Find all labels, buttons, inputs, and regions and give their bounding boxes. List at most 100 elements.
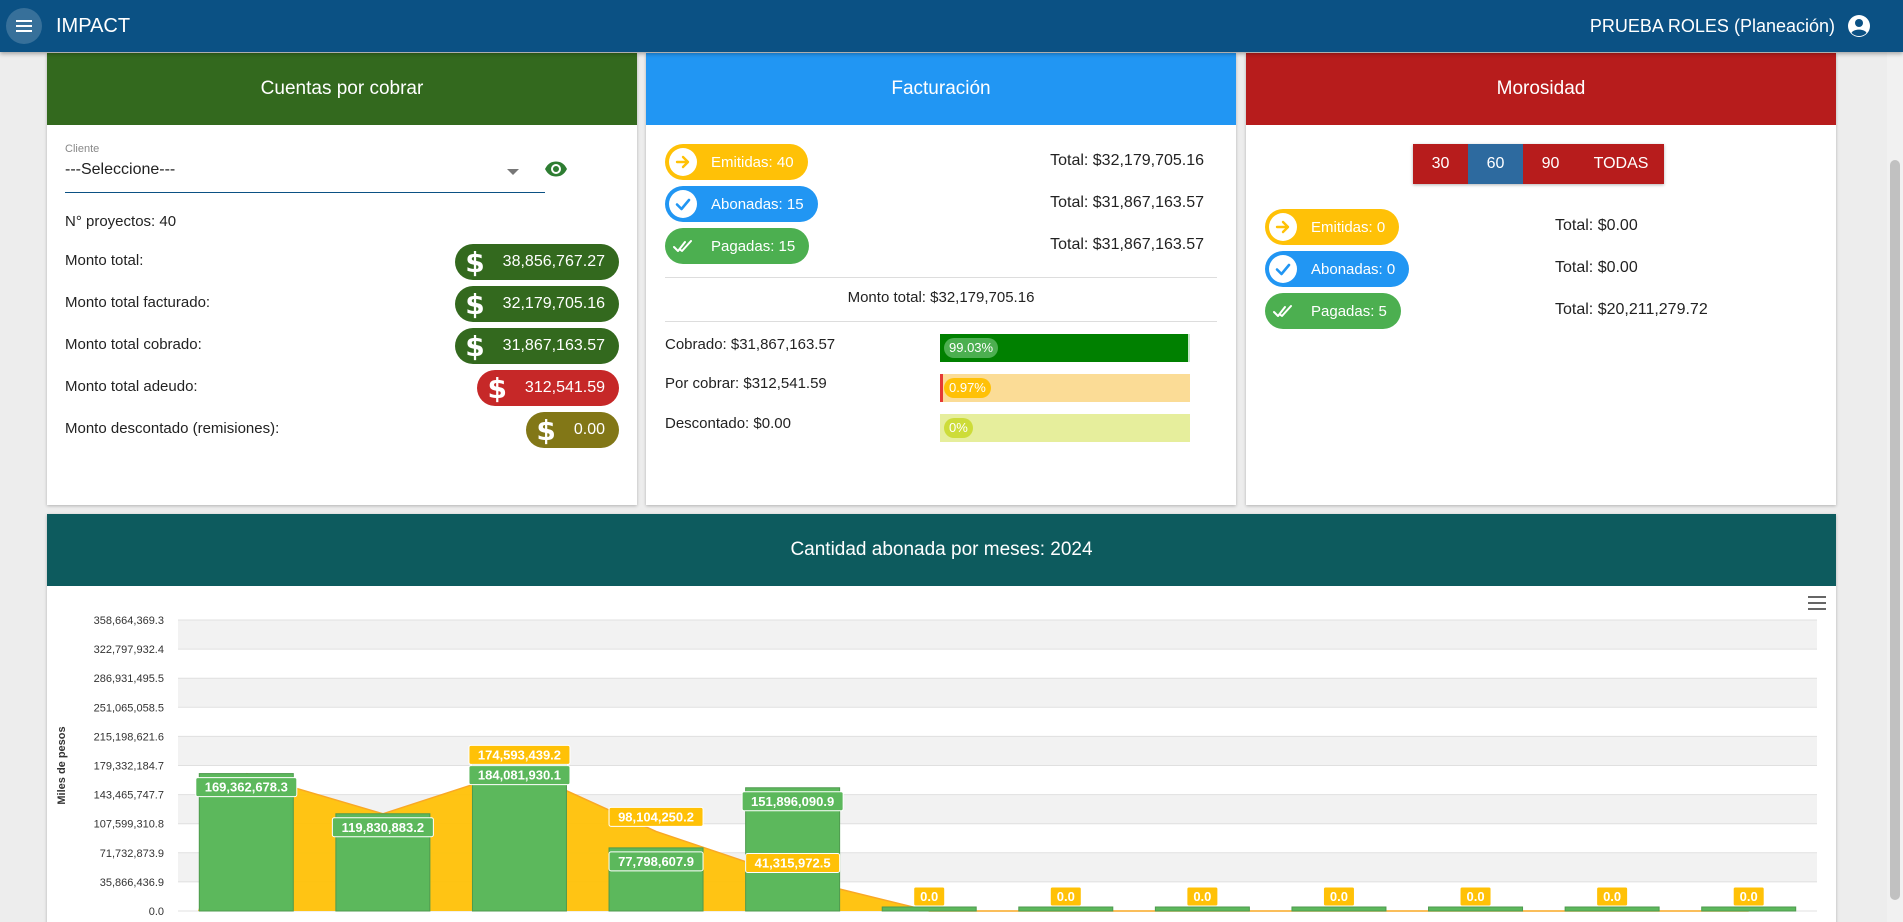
monto-facturado-pill: $32,179,705.16 [455,286,619,322]
area-series [198,769,1749,911]
monto-adeudo-value: 312,541.59 [524,379,605,396]
y-tick-label: 143,465,747.7 [94,790,164,802]
y-tick-label: 0.0 [149,906,164,918]
grid-band [178,678,1817,708]
select-underline [65,192,545,193]
area-data-label: 0.0 [1740,889,1758,904]
monto-cobrado-label: Monto total cobrado: [65,336,202,353]
arrow-right-circle-icon [1269,213,1297,241]
monto-total-label: Monto total: [65,252,144,269]
abonadas-label: Abonadas: 15 [711,195,804,213]
bar [1428,906,1524,912]
eye-icon[interactable] [544,157,568,181]
chart-card: Cantidad abonada por meses: 2024 358,664… [47,514,1836,922]
moro-emitidas-label: Emitidas: 0 [1311,218,1386,236]
dollar-icon: $ [487,371,507,405]
moro-emitidas-total: Total: $0.00 [1555,217,1638,234]
filter-60-button[interactable]: 60 [1468,144,1523,184]
bar-data-label-bg [468,765,571,786]
bar-data-label: 184,081,930.1 [478,768,561,783]
y-tick-label: 286,931,495.5 [94,673,164,685]
bar-data-label-bg [608,851,704,872]
monto-facturado-value: 32,179,705.16 [502,295,605,312]
double-check-icon [1269,297,1297,325]
cliente-select[interactable]: ---Seleccione--- [65,161,176,178]
chart-menu-icon[interactable] [1808,596,1826,610]
progress-badge: 0.97% [944,378,991,398]
progress-fill [940,374,943,402]
area-data-label-bg [1596,886,1629,907]
area-data-label-bg [468,744,571,765]
monto-cobrado-pill: $31,867,163.57 [455,328,619,364]
emitidas-chip[interactable]: Emitidas: 40 [665,144,808,180]
emitidas-label: Emitidas: 40 [711,153,794,171]
cuentas-por-cobrar-card: Cuentas por cobrar Cliente ---Seleccione… [47,53,637,505]
y-tick-label: 215,198,621.6 [94,731,164,743]
moro-abonadas-chip[interactable]: Abonadas: 0 [1265,251,1410,287]
filter-30-button[interactable]: 30 [1413,144,1468,184]
pagadas-chip[interactable]: Pagadas: 15 [665,228,810,264]
chevron-down-icon[interactable] [507,169,519,175]
bar [1291,906,1387,912]
bar [1018,906,1114,912]
grid-band [178,620,1817,650]
filter-todas-button[interactable]: TODAS [1578,144,1664,184]
bar-data-label: 119,830,883.2 [342,820,424,835]
y-tick-label: 35,866,436.9 [100,877,164,889]
app-title: IMPACT [56,14,131,37]
dollar-icon: $ [465,329,485,363]
morosidad-card: Morosidad 30 60 90 TODAS Emitidas: 0 Tot… [1246,53,1836,505]
bar-data-label-bg [195,777,298,798]
por-cobrar-progress-bar: 0.97% [940,374,1190,402]
monto-descontado-pill: $0.00 [526,412,619,448]
chart-title: Cantidad abonada por meses: 2024 [47,514,1836,586]
area-data-label-bg [1186,886,1219,907]
bar-data-label-bg [331,817,434,838]
dollar-icon: $ [465,245,485,279]
moro-emitidas-chip[interactable]: Emitidas: 0 [1265,209,1400,245]
area-data-label-bg [1459,886,1492,907]
area-data-label-bg [913,886,946,907]
y-axis-label: Miles de pesos [56,726,68,804]
moro-abonadas-label: Abonadas: 0 [1311,260,1396,278]
scrollbar-thumb[interactable] [1890,160,1900,900]
filter-90-button[interactable]: 90 [1523,144,1578,184]
area-data-label: 174,593,439.2 [478,747,561,762]
account-circle-icon[interactable] [1847,14,1871,38]
y-tick-label: 251,065,058.5 [94,702,164,714]
card-title: Morosidad [1246,53,1836,125]
bar-chart: 358,664,369.3 322,797,932.4 286,931,495.5 2… [56,615,1817,918]
abonadas-chip[interactable]: Abonadas: 15 [665,186,818,222]
monto-total-value: 38,856,767.27 [502,253,605,270]
menu-button[interactable] [6,8,42,44]
area-data-label: 0.0 [1057,889,1075,904]
check-circle-icon [1269,255,1297,283]
bar-data-label: 151,896,090.9 [751,794,834,809]
dollar-icon: $ [536,413,556,447]
page-scrollbar[interactable] [1887,52,1903,922]
arrow-right-circle-icon [669,148,697,176]
monto-facturado-label: Monto total facturado: [65,294,211,311]
days-filter-group: 30 60 90 TODAS [1413,144,1664,184]
monto-cobrado-value: 31,867,163.57 [502,337,605,354]
pagadas-label: Pagadas: 15 [711,237,796,255]
descontado-progress-bar: 0% [940,414,1190,442]
moro-pagadas-chip[interactable]: Pagadas: 5 [1265,293,1401,329]
monto-adeudo-label: Monto total adeudo: [65,378,198,395]
area-data-label-bg [608,806,704,827]
area-data-label-bg [1322,886,1355,907]
y-tick-label: 322,797,932.4 [94,644,164,656]
bar-data-label-bg [741,791,844,812]
proyectos-count: N° proyectos: 40 [65,213,177,230]
double-check-icon [669,232,697,260]
bar-data-label: 77,798,607.9 [618,854,694,869]
y-tick-label: 179,332,184.7 [94,761,164,773]
area-data-label-bg [1049,886,1082,907]
cobrado-label: Cobrado: $31,867,163.57 [665,336,836,353]
area-data-label-bg [745,852,841,873]
user-name[interactable]: PRUEBA ROLES (Planeación) [1589,15,1835,36]
moro-pagadas-label: Pagadas: 5 [1311,302,1387,320]
area-data-label: 0.0 [1330,889,1348,904]
area-data-label: 98,104,250.2 [618,809,694,824]
top-app-bar: IMPACT PRUEBA ROLES (Planeación) [0,0,1903,52]
